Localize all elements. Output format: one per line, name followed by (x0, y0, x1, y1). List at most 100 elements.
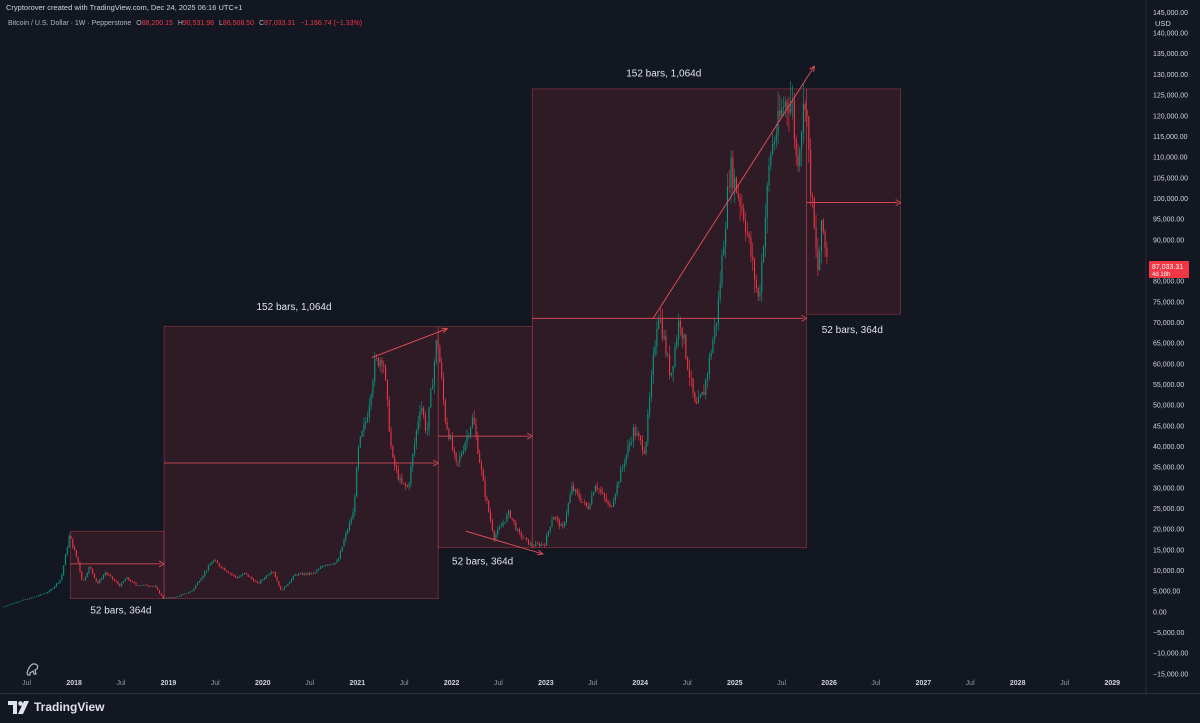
candle (744, 212, 747, 242)
candle (211, 561, 213, 565)
candle (339, 549, 341, 560)
candle (144, 584, 146, 586)
time-tick-label: Jul (588, 680, 597, 687)
candle (130, 579, 132, 582)
candle (582, 502, 584, 503)
low-value: 86,508.50 (222, 20, 255, 27)
candle (70, 535, 72, 539)
trend-arrowhead (441, 327, 449, 334)
candle (412, 453, 414, 472)
candle (243, 572, 246, 575)
range-box-3[interactable] (437, 326, 533, 549)
candle (536, 541, 539, 545)
candle (233, 574, 235, 577)
candle (227, 571, 229, 574)
candle (708, 352, 710, 381)
candle (453, 446, 455, 459)
price-chart[interactable]: 52 bars, 364d 152 bars, 1,064d 52 bars, 36… (0, 0, 1200, 693)
candle (366, 411, 369, 423)
candle (345, 531, 347, 543)
candle (699, 393, 701, 399)
candle (158, 590, 161, 594)
candle (826, 241, 828, 265)
candle (263, 577, 265, 581)
time-tick-label: Jul (1060, 680, 1069, 687)
candle (272, 571, 275, 574)
price-tick-label: 75,000.00 (1153, 299, 1184, 306)
candle (576, 487, 578, 496)
candle (8, 604, 10, 606)
trend-arrow-3[interactable] (652, 65, 815, 319)
candle (191, 590, 193, 593)
candle (131, 580, 133, 583)
candle (316, 568, 318, 574)
range-box-2[interactable] (163, 326, 439, 599)
candle (518, 527, 520, 536)
candle (612, 496, 615, 508)
open-label: O (136, 20, 142, 27)
range-box-1[interactable] (69, 530, 165, 599)
time-tick-label: 2024 (632, 680, 648, 687)
time-tick-label: Jul (400, 680, 409, 687)
dino-icon[interactable] (26, 663, 39, 676)
candle (106, 571, 108, 576)
candle (249, 576, 251, 578)
tradingview-logo[interactable]: TradingView (8, 700, 104, 714)
range-label-5: 52 bars, 364d (822, 325, 883, 336)
candle (14, 602, 16, 604)
candle (641, 434, 643, 456)
change-value: −1,166.74 (−1.33%) (300, 20, 363, 27)
price-tick-label: 0.00 (1153, 609, 1167, 616)
range-box-5[interactable] (806, 88, 901, 315)
candle (450, 434, 452, 441)
candle (475, 417, 477, 441)
time-tick-label: 2023 (538, 680, 554, 687)
candle (385, 364, 387, 382)
candle (710, 349, 712, 361)
candle (72, 538, 74, 549)
candle (752, 242, 754, 271)
candle (441, 357, 443, 381)
price-tick-label: 110,000.00 (1153, 155, 1188, 162)
candle (63, 565, 65, 576)
candle (712, 336, 714, 354)
price-tick-label: 25,000.00 (1153, 506, 1184, 513)
candle (770, 151, 772, 171)
candle (649, 391, 651, 419)
candle (66, 545, 68, 556)
candle (28, 598, 30, 600)
candle (692, 377, 694, 398)
candle (517, 528, 519, 533)
candle (817, 237, 819, 277)
candle (164, 597, 166, 599)
price-tick-label: 135,000.00 (1153, 51, 1188, 58)
candle (17, 601, 20, 603)
price-tick-label: 140,000.00 (1153, 31, 1188, 38)
candle (37, 595, 39, 597)
candle (383, 360, 385, 373)
candle (242, 572, 244, 576)
candle (312, 572, 314, 575)
candle (283, 586, 285, 591)
candle (594, 484, 596, 493)
trend-arrow-2[interactable] (465, 530, 543, 555)
range-midline-arrowhead (801, 314, 808, 322)
candle (148, 585, 150, 588)
trend-arrow-1[interactable] (371, 328, 448, 359)
candle (413, 438, 416, 457)
candle (19, 600, 21, 602)
time-axis[interactable]: Jul 2018 Jul 2019 Jul 2020 Jul 2021 Jul 2022 Jul 20… (22, 680, 1120, 687)
candle (556, 515, 558, 524)
candle (350, 516, 352, 526)
candle (461, 450, 463, 458)
symbol-legend[interactable]: Bitcoin / U.S. Dollar · 1W · Pepperstone… (8, 20, 365, 27)
candle (271, 570, 273, 575)
candle (321, 565, 323, 568)
candle (781, 98, 783, 119)
candle (23, 599, 25, 601)
price-axis[interactable]: USD 145,000.00 140,000.00 135,000.00 130,00… (1145, 0, 1188, 693)
candle (462, 445, 464, 456)
candle (7, 605, 9, 607)
candle (679, 316, 681, 336)
